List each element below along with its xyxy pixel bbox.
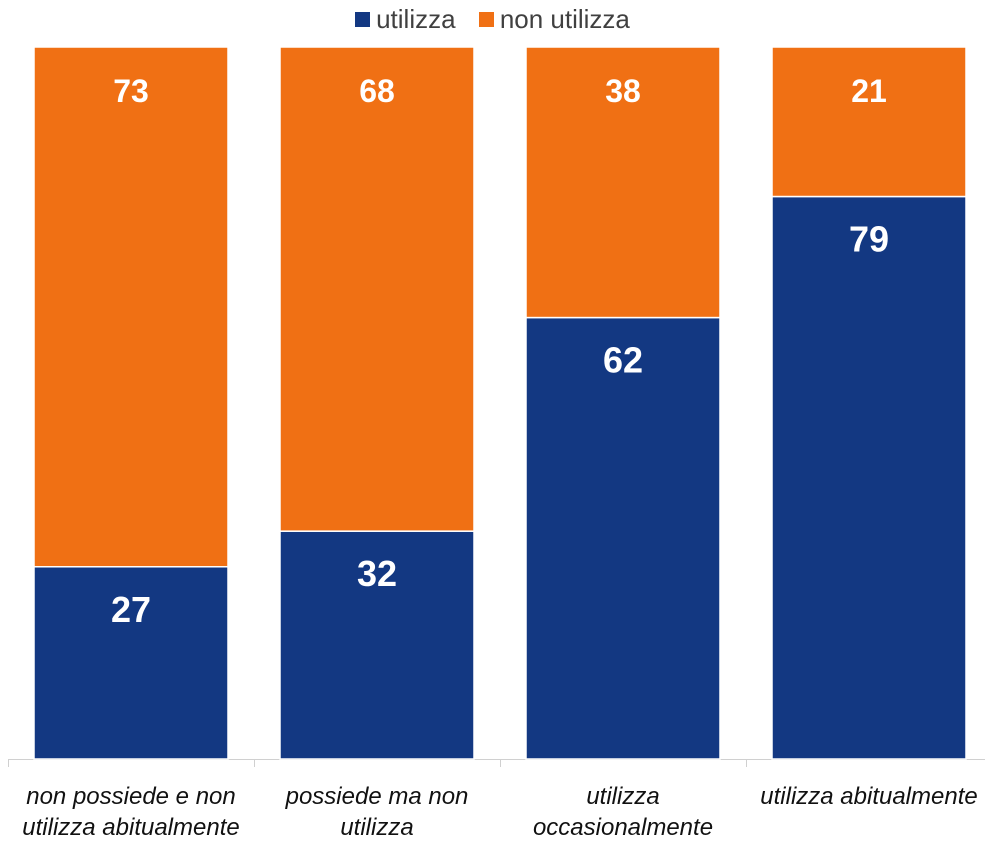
bar-non-utilizza-4	[771, 46, 967, 198]
bar-utilizza-3	[525, 316, 721, 760]
category-label-3: utilizza occasionalmente	[500, 781, 746, 843]
bar-utilizza-1	[33, 566, 229, 760]
bar-non-utilizza-2	[279, 46, 475, 532]
legend-item-non-utilizza: non utilizza	[478, 4, 630, 35]
category-label-line: utilizza abitualmente	[22, 814, 240, 841]
legend-label-non-utilizza: non utilizza	[499, 4, 630, 34]
bar-non-utilizza-3	[525, 46, 721, 319]
data-label-non-utilizza-4: 21	[851, 73, 887, 109]
category-label-line: non possiede e non	[26, 783, 236, 810]
data-label-utilizza-2: 32	[357, 553, 397, 594]
legend-swatch-utilizza	[355, 12, 371, 27]
data-label-utilizza-4: 79	[849, 219, 889, 260]
category-label-line: utilizza	[340, 814, 414, 841]
category-label-line: occasionalmente	[532, 814, 714, 841]
data-label-utilizza-3: 62	[603, 340, 643, 381]
category-label-4: utilizza abitualmente	[746, 781, 985, 812]
legend-item-utilizza: utilizza	[355, 4, 456, 35]
data-label-non-utilizza-1: 73	[113, 73, 149, 109]
category-label-1: non possiede e non utilizza abitualmente	[8, 781, 254, 843]
data-label-non-utilizza-2: 68	[359, 73, 395, 109]
legend: utilizza non utilizza	[0, 4, 985, 35]
category-label-line: utilizza	[586, 783, 660, 810]
legend-swatch-non-utilizza	[478, 12, 494, 27]
bar-non-utilizza-1	[33, 46, 229, 568]
bar-utilizza-2	[279, 530, 475, 760]
category-label-line: utilizza abitualmente	[760, 783, 978, 810]
category-label-2: possiede ma non utilizza	[254, 781, 500, 843]
legend-label-utilizza: utilizza	[376, 4, 456, 34]
data-label-non-utilizza-3: 38	[605, 73, 641, 109]
bar-utilizza-4	[771, 195, 967, 760]
data-label-utilizza-1: 27	[111, 589, 151, 630]
category-label-line: possiede ma non	[285, 783, 469, 810]
